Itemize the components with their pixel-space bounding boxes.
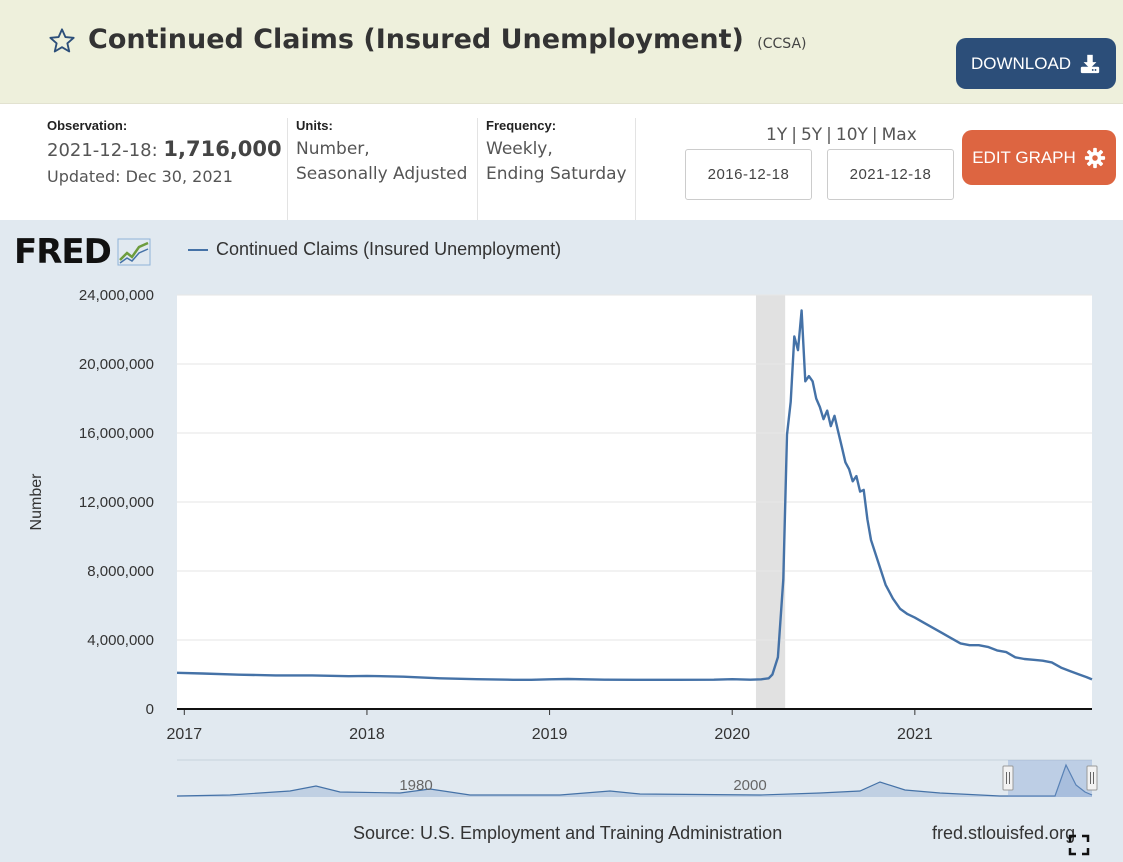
range-1y[interactable]: 1Y: [766, 125, 788, 145]
range-10y[interactable]: 10Y: [835, 125, 868, 145]
range-separator: |: [871, 125, 878, 145]
legend-label: Continued Claims (Insured Unemployment): [216, 239, 562, 259]
fred-chart-icon: [117, 238, 151, 266]
chart-legend: Continued Claims (Insured Unemployment): [188, 239, 561, 260]
units-line-1: Number,: [296, 139, 370, 159]
fullscreen-icon[interactable]: [1068, 834, 1090, 856]
y-tick-label: 20,000,000: [79, 356, 154, 373]
navigator-label: 1980: [399, 777, 432, 794]
navigator-handle[interactable]: [1086, 765, 1098, 791]
x-tick-label: 2021: [897, 726, 933, 743]
x-tick-label: 2017: [167, 726, 203, 743]
line-chart: 0 4,000,000 8,000,000 12,000,000 16,000,000 2…: [28, 287, 1098, 797]
observation-date: 2021-12-18:: [47, 140, 158, 161]
meta-divider: [287, 118, 288, 220]
units-line-2: Seasonally Adjusted: [296, 164, 468, 184]
favorite-star-icon[interactable]: [48, 27, 76, 55]
navigator-handle[interactable]: [1002, 765, 1014, 791]
y-tick-label: 4,000,000: [87, 632, 154, 649]
fred-logo-text: FRED: [14, 232, 112, 272]
download-label: DOWNLOAD: [970, 53, 1072, 73]
observation-label: Observation:: [47, 118, 128, 133]
units-label: Units:: [296, 118, 333, 133]
edit-graph-button[interactable]: EDIT GRAPH: [962, 130, 1116, 185]
frequency-block: Frequency: Weekly, Ending Saturday: [486, 118, 627, 220]
range-max[interactable]: Max: [881, 125, 917, 145]
y-tick-label: 0: [146, 701, 154, 718]
series-title: Continued Claims (Insured Unemployment): [88, 24, 744, 55]
meta-divider: [477, 118, 478, 220]
observation-line: 2021-12-18: 1,716,000: [47, 137, 282, 161]
site-link[interactable]: fred.stlouisfed.org: [932, 823, 1076, 843]
x-tick-label: 2018: [349, 726, 385, 743]
meta-divider: [635, 118, 636, 220]
legend-swatch: [188, 248, 208, 251]
range-separator: |: [826, 125, 832, 145]
units-block: Units: Number, Seasonally Adjusted: [296, 118, 467, 220]
frequency-line-1: Weekly,: [486, 139, 553, 159]
navigator-area: [177, 765, 1092, 797]
navigator-label: 2000: [733, 777, 766, 794]
gear-icon: [1084, 147, 1105, 168]
fred-logo: FRED: [14, 232, 151, 272]
updated-date: Updated: Dec 30, 2021: [47, 167, 233, 186]
observation-value: 1,716,000: [163, 137, 282, 161]
navigator-selection[interactable]: [1008, 760, 1092, 797]
x-tick-label: 2019: [532, 726, 568, 743]
x-tick-label: 2020: [714, 726, 750, 743]
navigator-line: [176, 763, 1093, 797]
series-meta: Observation: 2021-12-18: 1,716,000 Updat…: [0, 104, 1123, 220]
page-header: Continued Claims (Insured Unemployment) …: [0, 0, 1123, 104]
y-tick-label: 16,000,000: [79, 425, 154, 442]
y-tick-label: 12,000,000: [79, 494, 154, 511]
series-code: (CCSA): [757, 36, 807, 52]
edit-graph-label: EDIT GRAPH: [972, 147, 1076, 167]
end-date-input[interactable]: 2021-12-18: [827, 149, 954, 200]
observation-block: Observation: 2021-12-18: 1,716,000 Updat…: [47, 118, 282, 220]
page-title: Continued Claims (Insured Unemployment) …: [88, 24, 806, 55]
series-line: [176, 309, 1093, 681]
frequency-line-2: Ending Saturday: [486, 164, 627, 184]
frequency-label: Frequency:: [486, 118, 557, 133]
start-date-input[interactable]: 2016-12-18: [685, 149, 812, 200]
range-selector: 1Y | 5Y | 10Y | Max: [766, 125, 917, 145]
range-5y[interactable]: 5Y: [800, 125, 823, 145]
range-separator: |: [791, 125, 797, 145]
download-icon: [1080, 54, 1100, 73]
download-button[interactable]: DOWNLOAD: [956, 38, 1116, 89]
y-tick-label: 24,000,000: [79, 287, 154, 304]
y-tick-label: 8,000,000: [87, 563, 154, 580]
y-axis-title: Number: [28, 473, 45, 531]
source-note: Source: U.S. Employment and Training Adm…: [353, 823, 783, 843]
